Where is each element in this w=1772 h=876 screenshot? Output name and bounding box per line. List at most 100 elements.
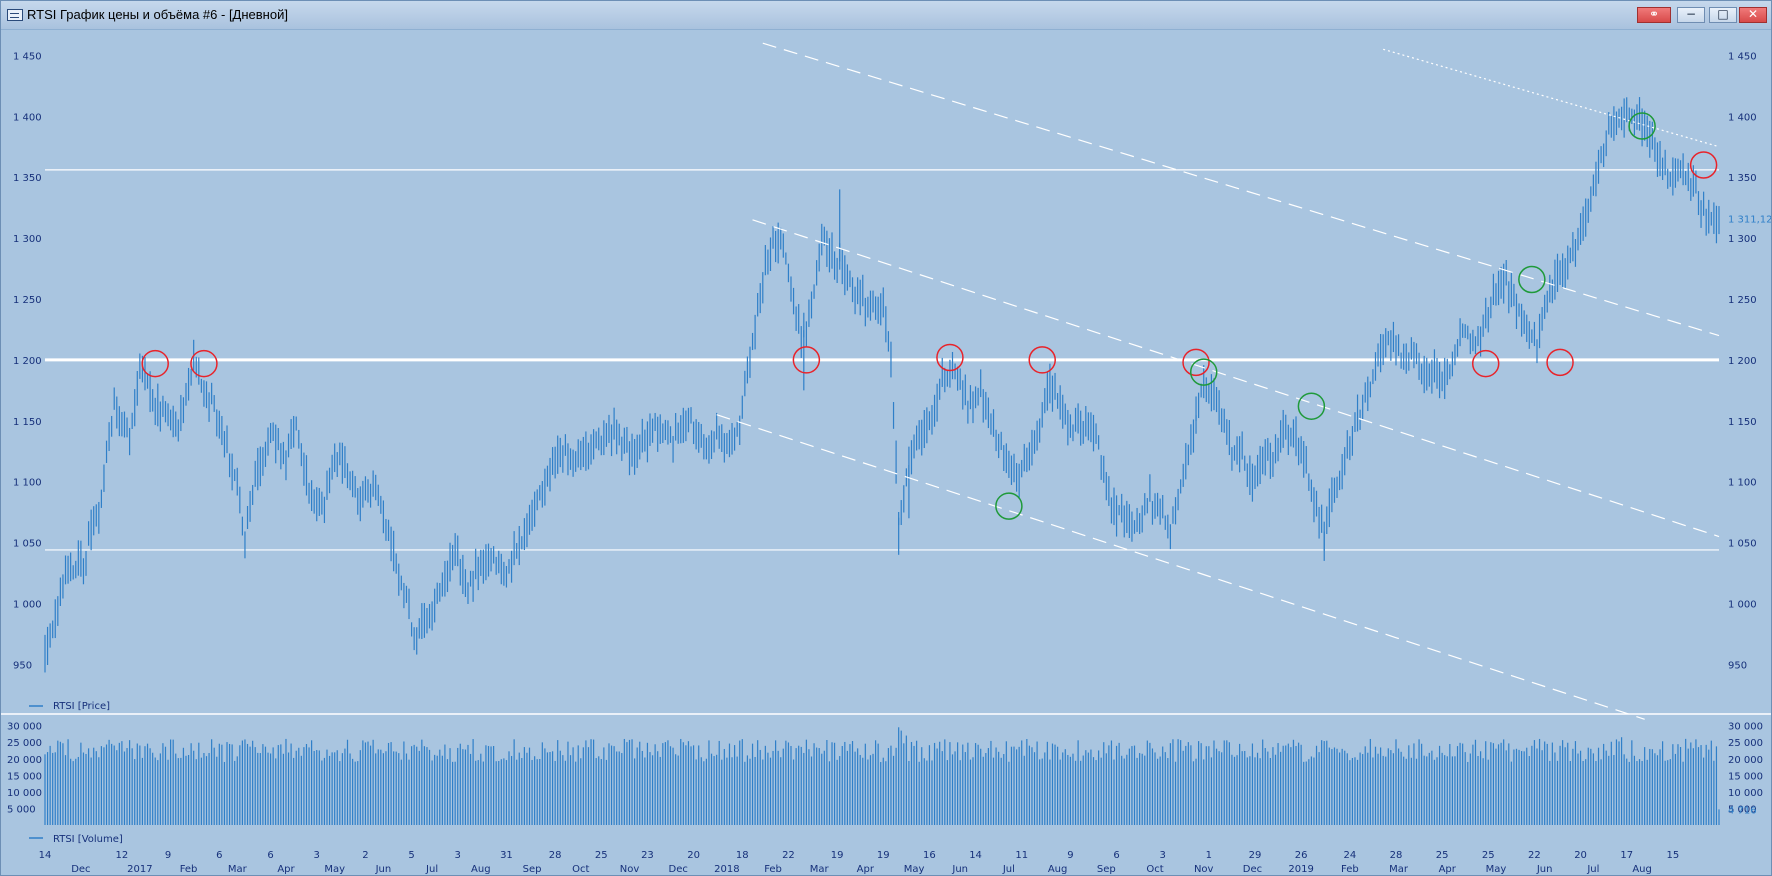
price-ytick-label-left: 1 250 bbox=[13, 295, 42, 306]
time-axis-day-label: 25 bbox=[595, 850, 608, 861]
time-axis-day-label: 6 bbox=[267, 850, 273, 861]
time-axis-day-label: 16 bbox=[923, 850, 936, 861]
time-axis-day-label: 19 bbox=[877, 850, 890, 861]
time-axis-day-label: 22 bbox=[1528, 850, 1541, 861]
red-circle-marker bbox=[1028, 346, 1056, 374]
last-price-label: 1 311,12 bbox=[1728, 215, 1771, 226]
price-ytick-label-left: 1 150 bbox=[13, 417, 42, 428]
time-axis-day-label: 22 bbox=[782, 850, 795, 861]
time-axis-day-label: 28 bbox=[1390, 850, 1403, 861]
time-axis-month-label: May bbox=[324, 864, 345, 875]
price-ytick-label-right: 950 bbox=[1728, 660, 1747, 671]
red-circle-marker bbox=[190, 349, 218, 378]
time-axis-month-label: Apr bbox=[277, 864, 295, 875]
price-ytick-label-right: 1 050 bbox=[1728, 539, 1757, 550]
time-axis-day-label: 20 bbox=[687, 850, 700, 861]
price-ytick-label-right: 1 250 bbox=[1728, 295, 1757, 306]
time-axis-month-label: Nov bbox=[620, 864, 640, 875]
link-button[interactable]: ⚭ bbox=[1637, 7, 1671, 23]
volume-ytick-label-right: 5 000 bbox=[1728, 804, 1757, 815]
time-axis-day-label: 19 bbox=[831, 850, 844, 861]
time-axis-month-label: Sep bbox=[1097, 864, 1116, 875]
volume-ytick-label-left: 10 000 bbox=[7, 788, 42, 799]
volume-ytick-label-left: 20 000 bbox=[7, 755, 42, 766]
time-axis-month-label: Dec bbox=[71, 864, 90, 875]
time-axis-month-label: Jun bbox=[375, 864, 392, 875]
time-axis-month-label: Apr bbox=[1439, 864, 1457, 875]
time-axis-day-label: 3 bbox=[314, 850, 320, 861]
time-axis-month-label: Feb bbox=[180, 864, 198, 875]
price-legend: RTSI [Price] bbox=[29, 701, 110, 712]
green-circle-marker bbox=[1297, 392, 1326, 420]
red-circle-marker bbox=[792, 346, 821, 374]
volume-ytick-label-right: 20 000 bbox=[1728, 755, 1763, 766]
time-axis-day-label: 31 bbox=[500, 850, 513, 861]
time-axis-month-label: Oct bbox=[1146, 864, 1163, 875]
window-title: RTSI График цены и объёма #6 - [Дневной] bbox=[27, 7, 288, 22]
time-axis-month-label: Jul bbox=[1002, 864, 1015, 875]
green-circle-marker bbox=[1189, 358, 1218, 386]
time-axis-day-label: 9 bbox=[165, 850, 171, 861]
green-circle-marker bbox=[995, 492, 1023, 520]
red-circle-marker bbox=[1546, 348, 1574, 377]
time-axis-month-label: Dec bbox=[669, 864, 688, 875]
trend-line bbox=[1383, 48, 1720, 148]
volume-ytick-label-left: 30 000 bbox=[7, 722, 42, 733]
trend-line bbox=[752, 219, 1720, 538]
time-axis-day-label: 20 bbox=[1574, 850, 1587, 861]
time-axis-day-label: 26 bbox=[1295, 850, 1308, 861]
time-axis-month-label: Nov bbox=[1194, 864, 1214, 875]
title-bar[interactable]: RTSI График цены и объёма #6 - [Дневной]… bbox=[1, 1, 1771, 30]
time-axis-month-label: 2018 bbox=[714, 864, 739, 875]
time-axis-day-label: 14 bbox=[969, 850, 982, 861]
time-axis-month-label: Aug bbox=[1632, 864, 1652, 875]
time-axis-day-label: 18 bbox=[736, 850, 749, 861]
red-circle-marker bbox=[1182, 348, 1210, 377]
time-axis: 14 12 9 6 6 3 2 5 3 31 28 25 23 20 18 22 19 19 16 14 11 9 6 3 1 2… bbox=[39, 850, 1680, 875]
price-ytick-label-right: 1 150 bbox=[1728, 417, 1757, 428]
price-panel[interactable]: 950 950 1 000 1 000 1 050 1 050 1 100 1 100 1 15… bbox=[13, 42, 1771, 720]
time-axis-day-label: 28 bbox=[549, 850, 562, 861]
time-axis-month-label: Jun bbox=[951, 864, 968, 875]
time-axis-day-label: 5 bbox=[408, 850, 414, 861]
price-ytick-label-left: 1 350 bbox=[13, 173, 42, 184]
time-axis-month-label: Jul bbox=[425, 864, 438, 875]
time-axis-day-label: 3 bbox=[1160, 850, 1166, 861]
time-axis-day-label: 29 bbox=[1249, 850, 1262, 861]
close-icon: ✕ bbox=[1747, 7, 1759, 21]
last-volume-label: 4 716 bbox=[1728, 805, 1757, 816]
maximize-button[interactable]: □ bbox=[1709, 7, 1737, 23]
close-button[interactable]: ✕ bbox=[1739, 7, 1767, 23]
red-circle-marker bbox=[1471, 349, 1500, 378]
time-axis-month-label: Feb bbox=[764, 864, 782, 875]
time-axis-month-label: Mar bbox=[228, 864, 248, 875]
time-axis-day-label: 25 bbox=[1482, 850, 1495, 861]
minimize-button[interactable]: − bbox=[1677, 7, 1705, 23]
volume-legend-label: RTSI [Volume] bbox=[53, 834, 123, 845]
red-circle-marker bbox=[936, 343, 964, 372]
price-ytick-label-left: 950 bbox=[13, 660, 32, 671]
green-circle-marker bbox=[1628, 112, 1656, 140]
price-ytick-label-left: 1 450 bbox=[13, 51, 42, 62]
minimize-icon: − bbox=[1685, 7, 1697, 21]
volume-panel[interactable]: 5 000 5 000 10 000 10 000 15 000 15 000 20 000… bbox=[7, 722, 1763, 825]
price-ytick-label-left: 1 050 bbox=[13, 539, 42, 550]
time-axis-day-label: 24 bbox=[1343, 850, 1356, 861]
time-axis-month-label: Mar bbox=[1389, 864, 1409, 875]
time-axis-day-label: 17 bbox=[1620, 850, 1633, 861]
time-axis-month-label: 2019 bbox=[1288, 864, 1313, 875]
time-axis-day-label: 6 bbox=[1113, 850, 1119, 861]
red-circle-marker bbox=[141, 349, 169, 378]
price-ytick-label-right: 1 350 bbox=[1728, 173, 1757, 184]
price-legend-label: RTSI [Price] bbox=[53, 701, 110, 712]
time-axis-day-label: 9 bbox=[1067, 850, 1073, 861]
price-ytick-label-left: 1 400 bbox=[13, 112, 42, 123]
trend-line bbox=[762, 42, 1720, 337]
time-axis-month-label: Aug bbox=[471, 864, 491, 875]
volume-ytick-label-right: 30 000 bbox=[1728, 722, 1763, 733]
time-axis-day-label: 23 bbox=[641, 850, 654, 861]
red-circle-marker bbox=[1689, 151, 1718, 179]
volume-ytick-label-left: 5 000 bbox=[7, 804, 36, 815]
green-circle-marker bbox=[1518, 265, 1546, 294]
